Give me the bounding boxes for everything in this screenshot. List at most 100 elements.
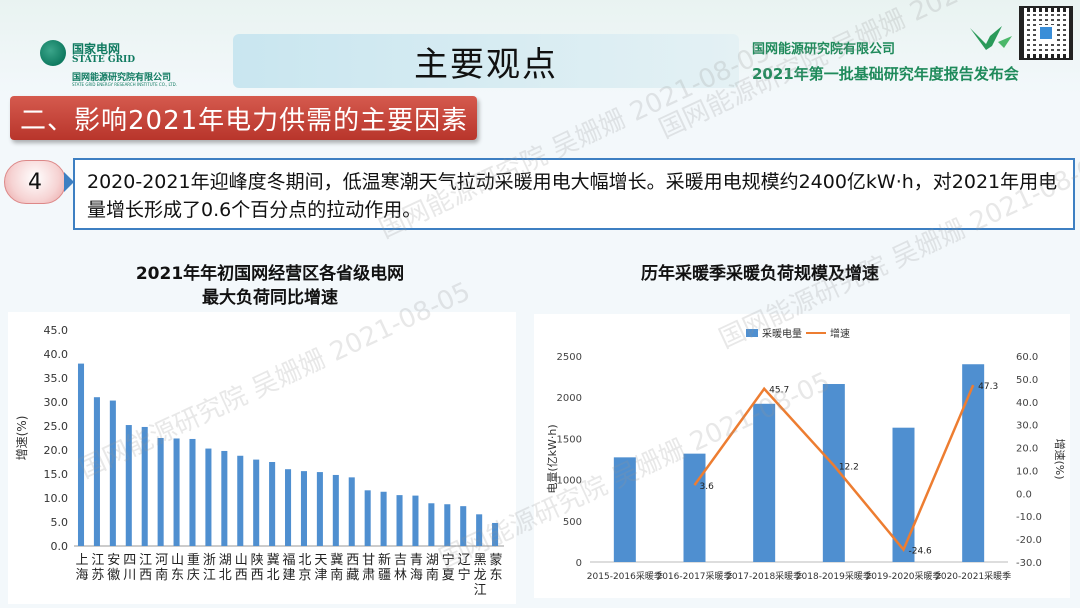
chart2-xlabel-4: 2019-2020采暖季 [865,570,941,582]
chart2-y2tick-6: 30.0 [1016,421,1038,432]
chart1-xlabel-1-0: 江 [91,553,104,568]
chart2-ytick-5: 2500 [557,352,582,363]
chart1-xlabel-3-0: 四 [123,553,136,568]
chart2-bar-1 [683,453,706,562]
chart2-ytick-3: 1500 [557,434,582,445]
chart2-y2tick-8: 50.0 [1016,375,1038,386]
chart1-bar-7 [189,438,196,546]
chart1-ytick-2: 10.0 [44,492,69,505]
logo-sub: 国网能源研究院有限公司 [72,73,172,83]
chart1-xlabel-25-0: 黑 [474,553,487,568]
chart1-bar-24 [460,506,467,546]
chart1-xlabel-11-0: 陕 [251,553,264,568]
title-banner: 主要观点 [233,34,739,88]
chart1-svg: 0.0 5.0 10.0 15.0 20.0 25.0 30.0 35.0 40.0 45.0 增速… [15,324,504,598]
chart1-title-line2: 最大负荷同比增速 [202,288,338,308]
chart1-xlabel-13-0: 福 [282,553,295,568]
chart2-bar-2 [753,403,776,562]
bird-logo-icon [970,26,1012,50]
chart2-ytick-4: 2000 [557,393,582,404]
chart1-ytick-3: 15.0 [44,468,69,481]
chart1-ytick-5: 25.0 [44,420,69,433]
chart2-growth-line [693,384,975,553]
chart1-xlabel-6-0: 山 [171,553,184,568]
section-header: 二、影响2021年电力供需的主要因素 [10,96,477,140]
chart1-xlabel-21-1: 海 [410,568,423,583]
chart1-title: 2021年年初国网经营区各省级电网 最大负荷同比增速 [60,262,480,310]
chart1-bar-5 [157,438,164,546]
chart1-xlabel-5-1: 南 [155,567,168,583]
chart1-xlabel-22-0: 湖 [426,553,439,568]
chart2-y2tick-1: -20.0 [1016,535,1042,546]
chart1-xlabel-5-0: 河 [155,553,168,568]
chart2-y2tick-3: 0.0 [1016,489,1032,500]
chart1-bar-15 [316,472,323,546]
chart1-ytick-0: 0.0 [51,540,69,553]
chart1-panel: 0.0 5.0 10.0 15.0 20.0 25.0 30.0 35.0 40.0 45.0 增速… [8,312,516,604]
chart2-y2label: 增速(%) [1053,438,1067,479]
chart2-y2tick-4: 10.0 [1016,466,1038,477]
chart1-bar-4 [141,426,148,546]
chart1-ytick-8: 40.0 [44,348,69,361]
chart1-bar-0 [77,363,85,546]
chart2-ytick-0: 0 [576,558,582,569]
chart1-bar-9 [221,450,228,546]
chart1-ytick-9: 45.0 [44,324,69,337]
chart1-bar-2 [109,400,116,546]
chart2-line-label-5: 47.3 [978,382,998,392]
chart1-bar-25 [476,514,483,546]
chart2-panel: 0 500 1000 1500 2000 2500 -30.0 -20.0 -10.0 0.0 10… [534,314,1070,598]
chart1-bar-22 [428,503,435,546]
org-name: 国网能源研究院有限公司 [752,42,896,57]
chart1-bar-17 [348,477,355,546]
chart1-bar-12 [269,462,276,546]
chart2-bar-5 [962,364,985,562]
chart1-bar-13 [285,469,292,546]
chart1-xlabel-7-1: 庆 [187,568,200,583]
chart2-title: 历年采暖季采暖负荷规模及增速 [641,264,879,284]
chart2-bar-4 [892,427,915,562]
chart2-xlabel-1: 2016-2017采暖季 [656,570,732,582]
chart2-xlabel-0: 2015-2016采暖季 [587,570,663,582]
state-grid-emblem-icon [40,40,66,66]
chart1-title-line1: 2021年年初国网经营区各省级电网 [135,264,405,284]
chart1-xlabel-1-1: 苏 [91,567,104,583]
chart2-xlabel-2: 2017-2018采暖季 [726,570,802,582]
event-title: 2021年第一批基础研究年度报告发布会 [752,65,1019,83]
point-number-badge: 4 [4,160,66,204]
chart2-line-label-4: -24.6 [909,547,933,557]
badge-arrow-icon [64,172,74,192]
qr-code-icon [1019,6,1073,60]
chart1-xlabel-23-1: 夏 [442,568,455,583]
chart1-xlabel-24-0: 辽 [458,553,471,568]
chart1-xlabel-24-1: 宁 [458,567,471,583]
chart1-xlabel-12-0: 冀 [267,552,280,568]
chart1-ytick-1: 5.0 [51,516,69,529]
chart1-xlabel-2-1: 徽 [107,568,120,583]
chart2-xlabel-5: 2020-2021采暖季 [935,570,1011,582]
chart2-y2tick-0: -30.0 [1016,558,1042,569]
chart1-bar-8 [205,448,212,546]
chart1-bar-21 [412,495,419,546]
chart1-bar-16 [332,474,339,546]
chart1-bar-11 [253,459,260,546]
chart1-ytick-6: 30.0 [44,396,69,409]
logo-sub-en: STATE GRID ENERGY RESEARCH INSTITUTE CO.… [72,82,177,87]
point-number: 4 [28,169,42,195]
chart2-line-label-1: 3.6 [700,482,715,492]
chart1-xlabel-17-0: 西 [346,553,359,568]
chart1-xlabel-12-1: 北 [267,568,280,583]
chart2-ylabel: 电量(亿kW·h) [546,424,559,493]
chart1-xlabel-21-0: 青 [410,553,423,568]
chart1-bar-1 [93,397,100,546]
chart1-xlabel-10-0: 山 [235,553,248,568]
chart2-line-label-2: 45.7 [769,386,789,396]
chart1-bar-3 [125,425,132,546]
chart1-bar-23 [444,504,451,546]
chart1-bar-6 [173,438,180,546]
chart2-legend-bar-label: 采暖电量 [762,327,802,340]
chart1-xlabel-14-1: 京 [298,568,311,583]
chart2-y2tick-7: 40.0 [1016,398,1038,409]
chart1-xlabel-14-0: 北 [298,553,311,568]
chart1-xlabel-4-1: 西 [139,568,152,583]
